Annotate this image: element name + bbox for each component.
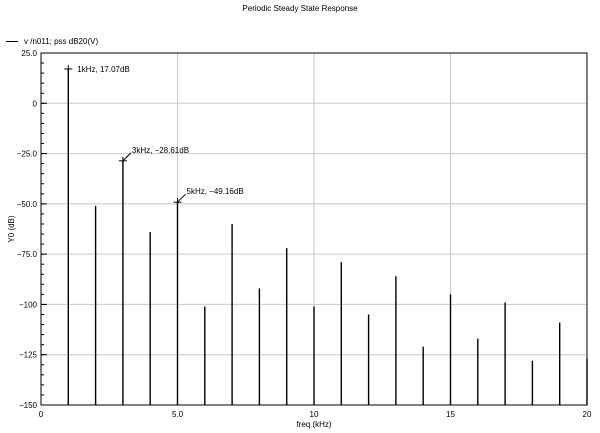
marker-label: 1kHz, 17.07dB xyxy=(77,65,129,74)
y-tick-label: −125 xyxy=(19,351,38,360)
y-tick-label: −25.0 xyxy=(17,150,38,159)
legend-label: v /n011; pss dB20(V) xyxy=(24,37,99,46)
legend-line-swatch xyxy=(6,41,18,42)
x-tick-label: 15 xyxy=(446,410,455,419)
marker-leader xyxy=(122,152,132,162)
y-tick-label: −50.0 xyxy=(17,200,38,209)
y-tick-label: −75.0 xyxy=(17,250,38,259)
chart-title: Periodic Steady State Response xyxy=(242,4,358,13)
legend[interactable]: v /n011; pss dB20(V) xyxy=(6,37,98,46)
marker-label: 3kHz, −28.61dB xyxy=(132,146,189,155)
y-tick-label: 0 xyxy=(33,99,38,108)
marker-label: 5kHz, −49.16dB xyxy=(187,187,244,196)
y-tick-label: −150 xyxy=(19,401,38,410)
x-tick-label: 0 xyxy=(39,410,44,419)
marker-leader xyxy=(177,193,186,203)
x-axis-label: freq (kHz) xyxy=(296,420,331,429)
y-tick-label: 25.0 xyxy=(21,49,37,58)
x-tick-label: 20 xyxy=(583,410,592,419)
y-axis-label: Y0 (dB) xyxy=(7,215,16,242)
x-tick-label: 5.0 xyxy=(172,410,184,419)
x-tick-label: 10 xyxy=(310,410,319,419)
y-tick-label: −100 xyxy=(19,300,38,309)
